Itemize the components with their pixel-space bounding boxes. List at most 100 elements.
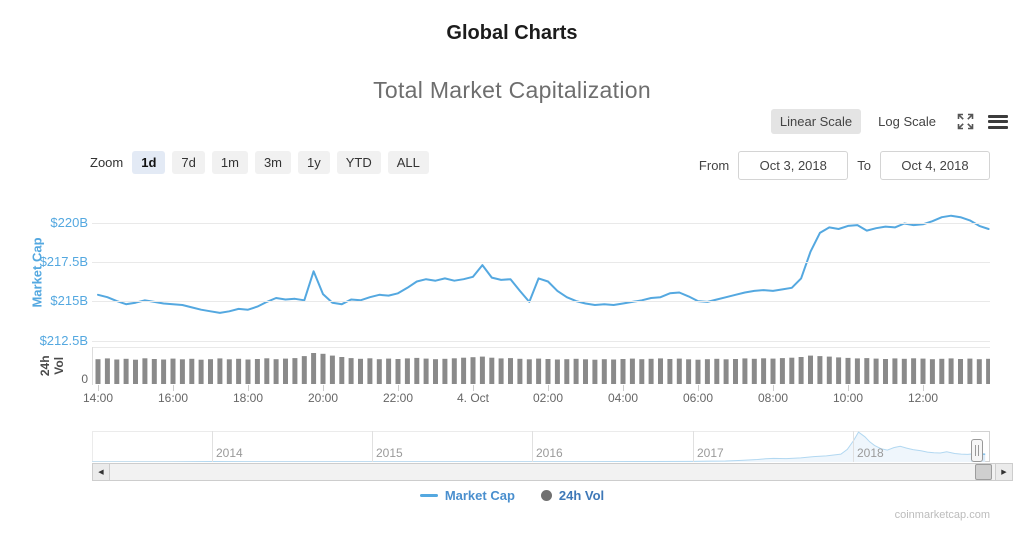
zoom-button-1y[interactable]: 1y: [298, 151, 330, 174]
y-tick-label: $220B: [50, 215, 88, 230]
scrollbar-right-arrow-icon[interactable]: ▶: [995, 463, 1013, 481]
volume-bar: [404, 358, 410, 384]
legend-vol-label: 24h Vol: [558, 488, 605, 503]
volume-bar: [573, 358, 579, 384]
volume-bar: [367, 358, 373, 384]
volume-bar: [629, 358, 635, 384]
x-tick-label: 14:00: [82, 391, 114, 405]
x-tick-label: 02:00: [532, 391, 564, 405]
volume-bar: [498, 358, 504, 384]
scrollbar-left-arrow-icon[interactable]: ◀: [92, 463, 110, 481]
volume-bar: [189, 358, 195, 384]
volume-bar: [142, 358, 148, 384]
volume-pane-top-line: [92, 347, 990, 348]
zoom-button-7d[interactable]: 7d: [172, 151, 205, 174]
volume-bar: [433, 359, 438, 384]
page-title: Global Charts: [446, 22, 578, 44]
x-tick-mark: [248, 385, 249, 391]
zoom-buttons-group: 1d 7d 1m 3m 1y YTD ALL: [132, 151, 429, 174]
x-tick-label: 22:00: [382, 391, 414, 405]
navigator-year-gridline: [693, 431, 694, 462]
chart-title: Total Market Capitalization: [373, 77, 651, 103]
volume-bar: [554, 359, 560, 384]
x-tick-label: 06:00: [682, 391, 714, 405]
grid-line: [92, 301, 990, 302]
y-tick-label: $212.5B: [39, 333, 88, 348]
scrollbar-thumb[interactable]: [975, 464, 992, 480]
marketcap-line-chart: [97, 214, 990, 314]
fullscreen-expand-icon[interactable]: [957, 113, 974, 130]
volume-axis-zero-label: 0: [81, 372, 88, 386]
volume-bar: [536, 358, 542, 384]
zoom-button-all[interactable]: ALL: [387, 151, 429, 174]
from-date-input[interactable]: [738, 151, 849, 180]
grid-line: [92, 223, 990, 224]
volume-bar-chart: [95, 353, 990, 384]
volume-bar: [817, 356, 823, 384]
volume-bar: [826, 356, 832, 384]
navigator-year-label: 2017: [697, 446, 724, 460]
volume-bar: [236, 358, 242, 384]
volume-bar: [395, 359, 401, 384]
volume-bar: [339, 357, 345, 384]
log-scale-button[interactable]: Log Scale: [878, 114, 936, 129]
volume-bar: [386, 358, 392, 384]
volume-bar: [911, 358, 917, 384]
volume-bar: [986, 358, 990, 384]
volume-bar: [901, 358, 907, 384]
volume-bar: [611, 359, 617, 384]
navigator-mask: [92, 431, 971, 462]
volume-bar: [798, 357, 804, 384]
marketcap-line-swatch-icon: [419, 494, 438, 497]
volume-bar: [714, 358, 720, 384]
volume-bar: [470, 357, 476, 384]
volume-bar: [601, 359, 607, 384]
volume-bar: [789, 357, 795, 384]
volume-bar: [704, 359, 710, 384]
volume-bar: [733, 359, 738, 384]
volume-bar: [479, 356, 485, 384]
volume-bar: [264, 358, 270, 384]
linear-scale-button[interactable]: Linear Scale: [770, 109, 862, 134]
volume-bar: [451, 358, 457, 384]
volume-bar: [845, 357, 851, 384]
volume-bar: [273, 359, 279, 384]
volume-bar: [967, 358, 973, 384]
volume-bar: [489, 357, 495, 384]
zoom-button-3m[interactable]: 3m: [254, 151, 291, 174]
volume-bar: [836, 357, 842, 384]
grid-line: [92, 341, 990, 342]
zoom-button-1m[interactable]: 1m: [211, 151, 248, 174]
volume-bar: [508, 358, 513, 384]
navigator-year-gridline: [853, 431, 854, 462]
volume-bar: [217, 358, 223, 384]
volume-bar: [526, 359, 532, 384]
x-tick-label: 08:00: [757, 391, 789, 405]
grid-line: [92, 262, 990, 263]
to-label: To: [857, 158, 871, 173]
volume-bar: [751, 358, 757, 384]
legend-item-marketcap[interactable]: Market Cap: [419, 488, 515, 503]
navigator-year-gridline: [212, 431, 213, 462]
to-date-input[interactable]: [880, 151, 990, 180]
x-tick-mark: [473, 385, 474, 391]
volume-bar: [301, 356, 307, 384]
zoom-button-ytd[interactable]: YTD: [336, 151, 381, 174]
marketcap-series-line: [97, 214, 990, 314]
legend-item-vol[interactable]: 24h Vol: [540, 488, 605, 503]
x-tick-label: 20:00: [307, 391, 339, 405]
navigator-handle[interactable]: [971, 439, 983, 462]
volume-bar: [864, 358, 870, 384]
chart-context-menu-icon[interactable]: [988, 114, 1008, 129]
volume-axis-line: [92, 347, 93, 385]
volume-bar: [414, 357, 420, 384]
volume-bar: [133, 359, 138, 384]
navigator-year-label: 2018: [857, 446, 884, 460]
horizontal-scrollbar[interactable]: ◀ ▶: [92, 463, 1013, 481]
volume-bar: [976, 359, 982, 384]
watermark: coinmarketcap.com: [894, 509, 990, 521]
volume-bar: [179, 359, 185, 384]
volume-bar: [695, 359, 701, 384]
volume-bar: [648, 358, 654, 384]
zoom-button-1d[interactable]: 1d: [132, 151, 166, 174]
